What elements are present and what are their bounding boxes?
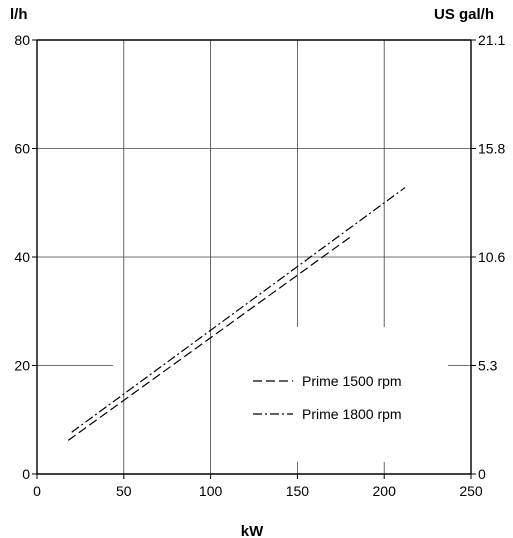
- y-tick-label-right: 15.8: [478, 141, 505, 157]
- y-tick-label-right: 0: [478, 466, 486, 482]
- y-tick-label-right: 5.3: [478, 358, 498, 374]
- legend-label-2: Prime 1800 rpm: [302, 406, 402, 422]
- x-tick-label: 150: [286, 483, 310, 499]
- x-tick-label: 100: [199, 483, 223, 499]
- y-axis-title-right: US gal/h: [434, 6, 494, 23]
- axes: [32, 39, 476, 479]
- series-line-1: [67, 235, 352, 441]
- x-tick-label: 50: [116, 483, 132, 499]
- legend: Prime 1500 rpm Prime 1800 rpm: [253, 373, 402, 422]
- series-lines: [67, 187, 406, 441]
- y-tick-label-left: 0: [22, 466, 30, 482]
- x-axis-title: kW: [241, 523, 264, 538]
- grid-lines: [37, 40, 471, 474]
- y-axis-title-left: l/h: [10, 6, 28, 23]
- x-tick-label: 0: [33, 483, 41, 499]
- y-tick-label-left: 60: [14, 141, 30, 157]
- y-tick-label-left: 80: [14, 32, 30, 48]
- y-tick-label-right: 21.1: [478, 32, 505, 48]
- y-tick-label-left: 20: [14, 358, 30, 374]
- x-tick-label: 200: [373, 483, 397, 499]
- legend-label-1: Prime 1500 rpm: [302, 373, 402, 389]
- y-tick-label-left: 40: [14, 249, 30, 265]
- series-line-2: [71, 187, 406, 433]
- y-tick-label-right: 10.6: [478, 249, 505, 265]
- x-tick-label: 250: [459, 483, 483, 499]
